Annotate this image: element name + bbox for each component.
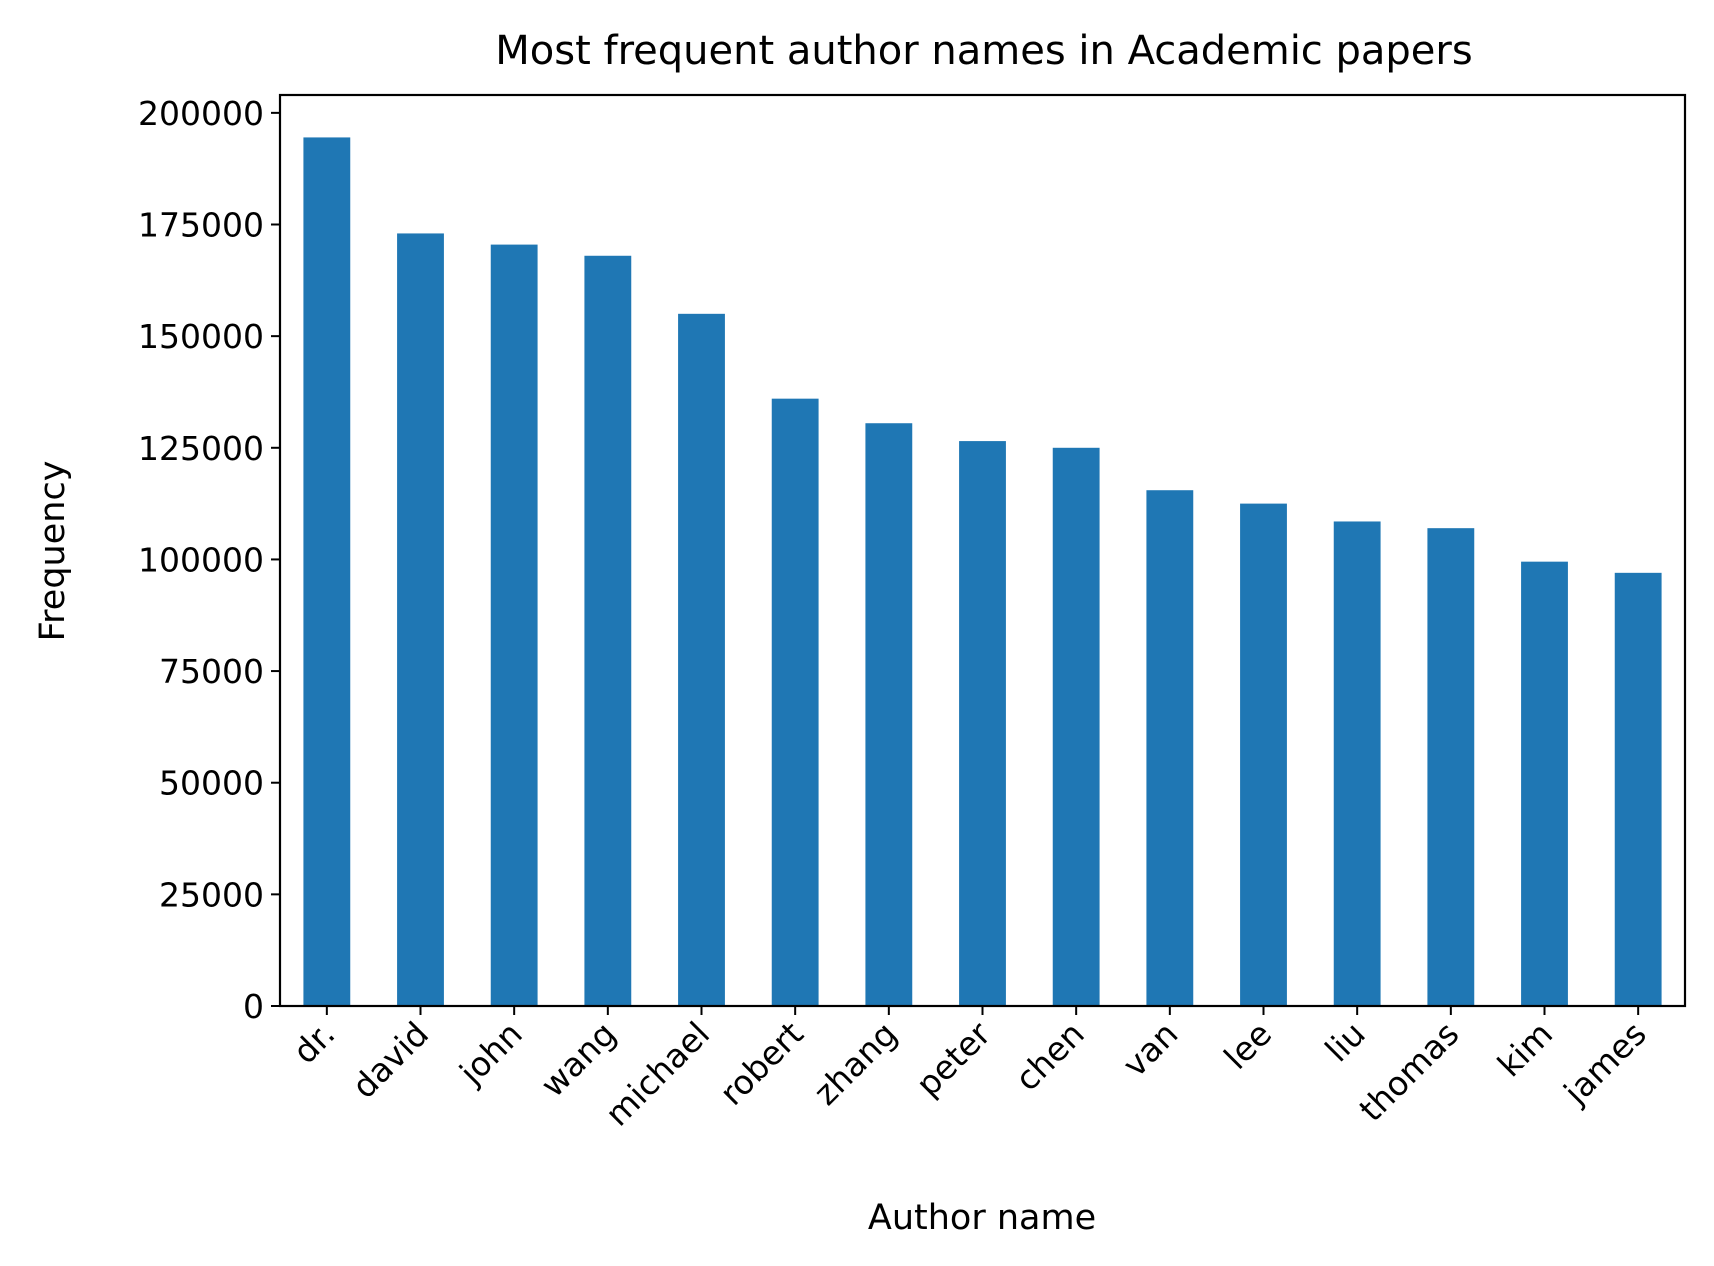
bar-robert [771,398,819,1007]
chart-title: Most frequent author names in Academic p… [495,28,1472,74]
y-tick-label: 100000 [138,540,264,579]
y-tick-label: 0 [243,987,264,1026]
bars-layer [303,137,1662,1007]
y-axis-label: Frequency [33,461,73,642]
bar-peter [959,441,1006,1006]
bar-zhang [865,423,913,1007]
y-tick-label: 75000 [159,652,264,691]
bar-chen [1052,447,1100,1007]
bar-van [1146,490,1194,1006]
x-axis-label: Author name [868,1198,1096,1238]
bar-james [1614,572,1662,1006]
y-tick-label: 150000 [138,317,264,356]
bar-dr [303,137,351,1007]
bar-thomas [1427,528,1475,1006]
y-tick-label: 175000 [138,206,264,245]
bar-liu [1333,521,1381,1006]
bar-lee [1240,503,1287,1006]
bar-david [397,233,444,1006]
y-tick-label: 50000 [159,764,264,803]
bar-kim [1521,561,1568,1006]
y-tick-label: 200000 [138,94,264,133]
y-tick-label: 25000 [159,875,264,914]
y-tick-label: 125000 [138,429,264,468]
bar-michael [678,313,725,1007]
y-axis-ticks: 0 25000 50000 75000 100000 125000 150000 175000… [138,94,280,1026]
bar-john [490,244,538,1007]
bar-wang [584,255,632,1006]
